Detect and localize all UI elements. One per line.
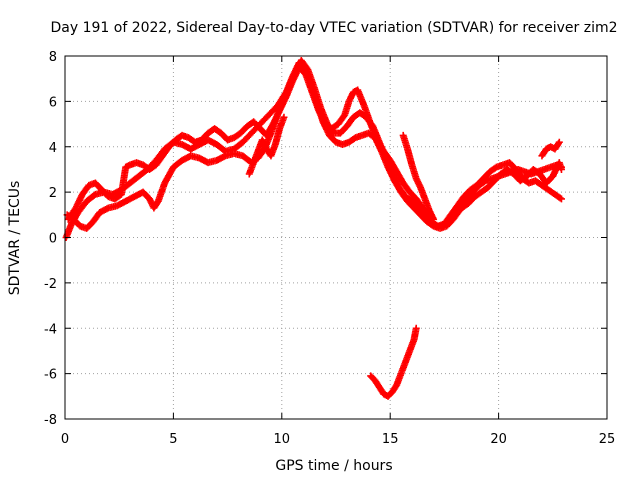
x-axis-title: GPS time / hours xyxy=(275,458,392,474)
data-point xyxy=(430,215,438,223)
y-tick-label: -4 xyxy=(44,322,57,337)
data-point xyxy=(555,138,563,146)
series-points xyxy=(62,57,565,400)
y-tick-label: -6 xyxy=(44,368,57,383)
y-tick-label: -2 xyxy=(44,277,57,292)
y-tick-label: 8 xyxy=(49,50,57,65)
x-tick-label: 15 xyxy=(382,432,399,447)
data-point xyxy=(554,140,562,148)
y-tick-label: 4 xyxy=(49,141,57,156)
x-tick-label: 20 xyxy=(490,432,507,447)
y-tick-label: 6 xyxy=(49,95,57,110)
y-tick-label: 2 xyxy=(49,186,57,201)
y-tick-label: -8 xyxy=(44,413,57,428)
data-point xyxy=(280,113,288,121)
x-tick-label: 25 xyxy=(599,432,616,447)
data-point xyxy=(557,165,565,173)
x-tick-label: 0 xyxy=(61,432,69,447)
data-series xyxy=(62,57,565,400)
y-axis-title: SDTVAR / TECUs xyxy=(7,181,23,296)
x-tick-label: 10 xyxy=(274,432,291,447)
grid xyxy=(65,56,607,419)
x-tick-label: 5 xyxy=(169,432,177,447)
data-point xyxy=(412,324,420,332)
y-tick-label: 0 xyxy=(49,232,57,247)
axis-ticks: 0 5 10 15 20 25 -8 -6 -4 -2 0 2 4 6 8 xyxy=(44,50,615,447)
data-point xyxy=(557,195,565,203)
data-point xyxy=(556,194,564,202)
chart-title: Day 191 of 2022, Sidereal Day-to-day VTE… xyxy=(51,20,618,36)
